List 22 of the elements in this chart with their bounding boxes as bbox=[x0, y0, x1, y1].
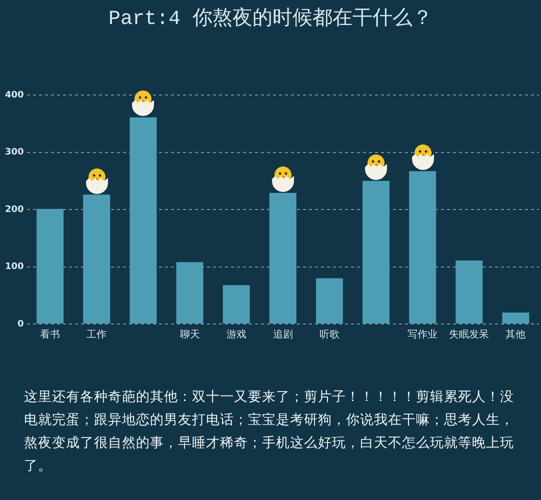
x-tick-label: 写作业 bbox=[408, 328, 438, 341]
x-tick-label: 游戏 bbox=[226, 328, 246, 341]
y-tick-label: 300 bbox=[4, 148, 24, 158]
chart-title: Part:4 你熬夜的时候都在干什么？ bbox=[107, 6, 434, 33]
text: 这里还有各种奇葩的其他：双十一又要来了；剪片子！！！！！剪辑累死人！没电就完蛋；跟异地恋的男友打电话；宝宝是考研狗，你说我在干嘛；思考人生，熬夜变成了很自然的事，早睡才稀奇；手机这么好玩，白天不怎么玩就等晚上玩了。 bbox=[24, 388, 515, 476]
bar bbox=[502, 312, 530, 324]
x-tick-label: 追剧 bbox=[272, 328, 293, 341]
x-tick-label: 失眠发呆 bbox=[449, 328, 490, 341]
bar bbox=[36, 208, 64, 324]
x-tick-label: 其他 bbox=[506, 328, 526, 341]
y-tick-label: 0 bbox=[18, 319, 24, 330]
y-tick-label: 200 bbox=[4, 204, 24, 215]
bar bbox=[176, 262, 204, 324]
y-tick-label: 400 bbox=[4, 90, 24, 100]
bar bbox=[222, 285, 250, 324]
bar bbox=[316, 278, 343, 324]
x-tick-label: 聊天 bbox=[180, 328, 200, 341]
x-tick-label: 听歌 bbox=[319, 328, 340, 341]
x-tick-label: 工作 bbox=[86, 330, 107, 341]
y-tick-label: 100 bbox=[4, 262, 24, 272]
bar bbox=[456, 260, 483, 324]
x-tick-label: 看书 bbox=[40, 328, 60, 341]
